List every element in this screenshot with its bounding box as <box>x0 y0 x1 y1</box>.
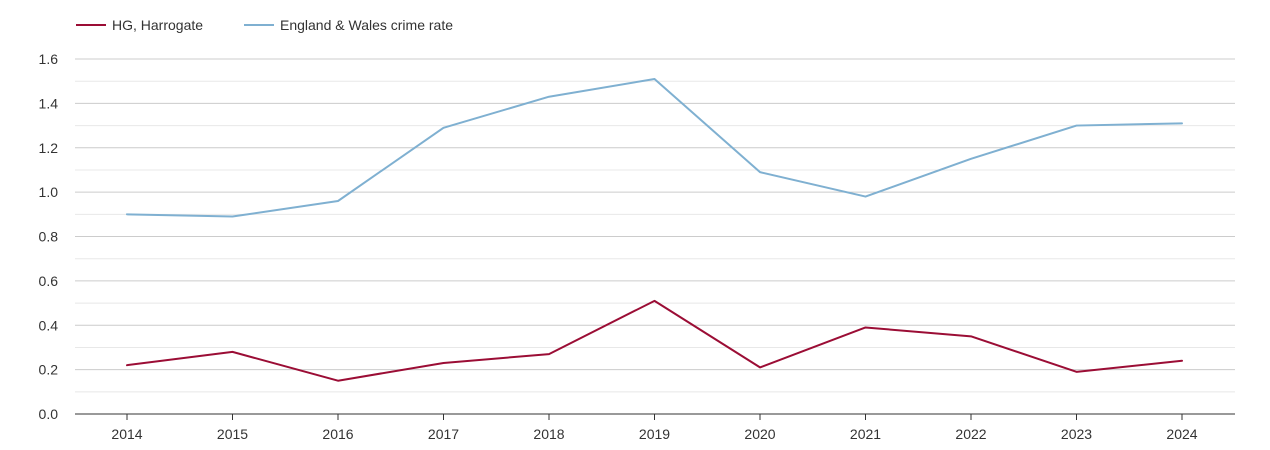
legend-label-england-wales: England & Wales crime rate <box>280 17 453 33</box>
x-tick-label: 2023 <box>1061 426 1092 442</box>
x-tick-label: 2019 <box>639 426 670 442</box>
x-tick-label: 2018 <box>533 426 564 442</box>
series-line-hg-harrogate[interactable] <box>126 299 1183 382</box>
legend-label-harrogate: HG, Harrogate <box>112 17 203 33</box>
x-tick-label: 2017 <box>428 426 459 442</box>
y-tick-label: 0.8 <box>39 229 59 245</box>
y-tick-label: 0.2 <box>39 362 59 378</box>
x-tick-label: 2020 <box>744 426 775 442</box>
x-axis-ticks: 2014 2015 2016 2017 2018 2019 2020 2021 2022 2023… <box>111 414 1198 442</box>
x-tick-label: 2015 <box>217 426 248 442</box>
series-lines <box>126 77 1183 382</box>
y-tick-label: 0.4 <box>39 317 59 333</box>
x-tick-label: 2022 <box>955 426 986 442</box>
x-tick-label: 2024 <box>1166 426 1197 442</box>
grid-lines <box>75 58 1235 393</box>
series-line-england-wales-crime-rate[interactable] <box>126 77 1183 218</box>
y-axis-ticks: 0.0 0.2 0.4 0.6 0.8 1.0 1.2 1.4 1.6 <box>39 51 59 422</box>
y-tick-label: 0.6 <box>39 273 59 289</box>
legend-item-england-wales[interactable]: England & Wales crime rate <box>244 17 453 33</box>
y-tick-label: 0.0 <box>39 406 59 422</box>
x-tick-label: 2014 <box>111 426 142 442</box>
y-tick-label: 1.4 <box>39 95 59 111</box>
x-tick-label: 2021 <box>850 426 881 442</box>
y-tick-label: 1.6 <box>39 51 59 67</box>
legend-item-harrogate[interactable]: HG, Harrogate <box>76 17 203 33</box>
x-tick-label: 2016 <box>322 426 353 442</box>
y-tick-label: 1.2 <box>39 140 59 156</box>
y-tick-label: 1.0 <box>39 184 59 200</box>
chart-legend: HG, Harrogate England & Wales crime rate <box>76 17 453 33</box>
